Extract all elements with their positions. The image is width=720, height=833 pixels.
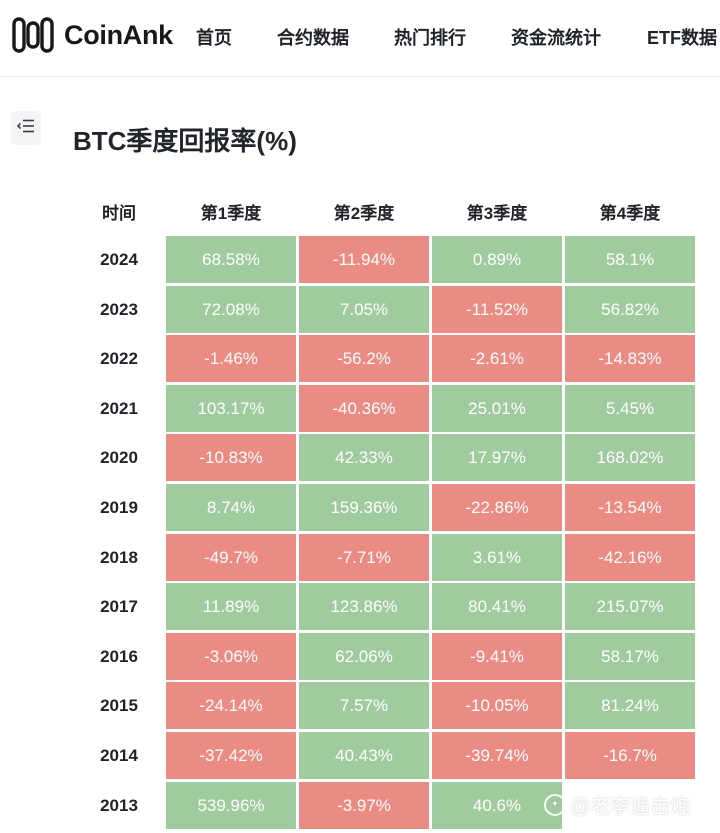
return-cell-q1: -37.42% — [166, 732, 296, 779]
return-cell-q1: 72.08% — [166, 286, 296, 333]
toc-toggle-button[interactable] — [11, 111, 41, 145]
column-header-q4: 第4季度 — [599, 204, 661, 223]
row-year-label: 2015 — [100, 696, 138, 715]
nav-item-home[interactable]: 首页 — [196, 28, 232, 48]
return-cell-q3: -22.86% — [432, 484, 562, 531]
top-navigation-bar: CoinAnk 首页 合约数据 热门排行 资金流统计 ETF数据 — [0, 0, 720, 77]
row-year-label: 2016 — [100, 647, 138, 666]
return-cell-q1: -24.14% — [166, 682, 296, 729]
row-year-label: 2019 — [100, 498, 138, 517]
return-cell-q2: 7.05% — [299, 286, 429, 333]
row-year-label: 2017 — [100, 597, 138, 616]
return-cell-q2: 7.57% — [299, 682, 429, 729]
return-cell-q2: 62.06% — [299, 633, 429, 680]
return-cell-q4: -42.16% — [565, 534, 695, 581]
return-cell-q4: 168.02% — [565, 434, 695, 481]
coinank-logo-icon — [12, 16, 54, 54]
column-header-q1: 第1季度 — [200, 204, 262, 223]
column-header-time: 时间 — [102, 204, 136, 223]
return-cell-q3: 17.97% — [432, 434, 562, 481]
row-year-label: 2020 — [100, 448, 138, 467]
return-cell-q2: 123.86% — [299, 583, 429, 630]
brand-name: CoinAnk — [64, 19, 173, 50]
return-cell-q4: -13.54% — [565, 484, 695, 531]
return-cell-q1: 11.89% — [166, 583, 296, 630]
row-year-label: 2018 — [100, 548, 138, 567]
return-cell-q1: 68.58% — [166, 236, 296, 283]
return-cell-q3: -9.41% — [432, 633, 562, 680]
return-cell-q3: 25.01% — [432, 385, 562, 432]
return-cell-q2: 159.36% — [299, 484, 429, 531]
return-cell-q4: -16.7% — [565, 732, 695, 779]
return-cell-q2: 40.43% — [299, 732, 429, 779]
watermark-logo-icon: ✦ — [544, 793, 566, 816]
column-header-q2: 第2季度 — [333, 204, 395, 223]
watermark: ✦ @老李追击炮 — [544, 790, 690, 819]
return-cell-q3: 3.61% — [432, 534, 562, 581]
return-cell-q3: -2.61% — [432, 335, 562, 382]
return-cell-q2: -56.2% — [299, 335, 429, 382]
return-cell-q1: 539.96% — [166, 782, 296, 829]
return-cell-q4: 58.1% — [565, 236, 695, 283]
nav-item-contract-data[interactable]: 合约数据 — [277, 28, 349, 48]
brand-logo[interactable]: CoinAnk — [12, 16, 173, 54]
return-cell-q1: -1.46% — [166, 335, 296, 382]
return-cell-q1: -3.06% — [166, 633, 296, 680]
return-cell-q1: -10.83% — [166, 434, 296, 481]
return-cell-q2: -7.71% — [299, 534, 429, 581]
return-cell-q2: 42.33% — [299, 434, 429, 481]
return-cell-q2: -11.94% — [299, 236, 429, 283]
nav-item-hot-ranking[interactable]: 热门排行 — [394, 28, 466, 48]
return-cell-q3: 40.6% — [432, 782, 562, 829]
row-year-label: 2023 — [100, 300, 138, 319]
nav-item-etf-data[interactable]: ETF数据 — [647, 28, 717, 48]
row-year-label: 2014 — [100, 746, 138, 765]
row-year-label: 2013 — [100, 796, 138, 815]
watermark-text: @老李追击炮 — [570, 796, 691, 818]
return-cell-q4: -14.83% — [565, 335, 695, 382]
return-cell-q4: 81.24% — [565, 682, 695, 729]
row-year-label: 2024 — [100, 250, 138, 269]
return-cell-q1: 103.17% — [166, 385, 296, 432]
column-header-q3: 第3季度 — [466, 204, 528, 223]
return-cell-q4: 5.45% — [565, 385, 695, 432]
return-cell-q1: -49.7% — [166, 534, 296, 581]
return-cell-q4: 58.17% — [565, 633, 695, 680]
return-cell-q3: -11.52% — [432, 286, 562, 333]
return-cell-q2: -40.36% — [299, 385, 429, 432]
return-cell-q3: 0.89% — [432, 236, 562, 283]
return-cell-q2: -3.97% — [299, 782, 429, 829]
list-indent-icon — [16, 119, 35, 138]
row-year-label: 2021 — [100, 399, 138, 418]
nav-item-fund-flow[interactable]: 资金流统计 — [511, 28, 601, 48]
page-title: BTC季度回报率(%) — [73, 126, 297, 156]
return-cell-q3: -39.74% — [432, 732, 562, 779]
return-cell-q3: -10.05% — [432, 682, 562, 729]
return-cell-q1: 8.74% — [166, 484, 296, 531]
return-cell-q3: 80.41% — [432, 583, 562, 630]
row-year-label: 2022 — [100, 349, 138, 368]
return-cell-q4: 215.07% — [565, 583, 695, 630]
return-cell-q4: 56.82% — [565, 286, 695, 333]
